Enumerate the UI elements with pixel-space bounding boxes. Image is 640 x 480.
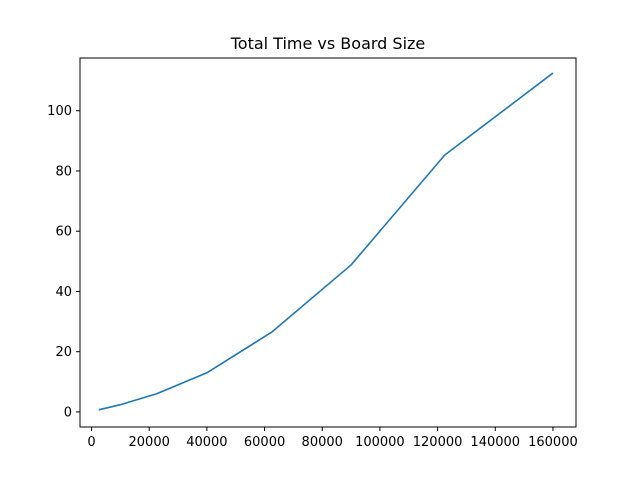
x-tick-label: 120000: [413, 435, 463, 450]
series-line: [98, 72, 554, 411]
y-tick-label: 60: [55, 225, 72, 240]
chart-title: Total Time vs Board Size: [230, 34, 426, 53]
y-axis: 0 20 40 60 80 100: [47, 104, 80, 420]
x-tick-label: 40000: [186, 435, 227, 450]
x-tick-label: 140000: [470, 435, 520, 450]
x-tick-label: 80000: [302, 435, 343, 450]
plot-area: [98, 72, 554, 411]
y-tick-label: 0: [64, 405, 72, 420]
x-tick-label: 60000: [244, 435, 285, 450]
x-tick-label: 160000: [528, 435, 578, 450]
y-tick-label: 100: [47, 104, 72, 119]
y-tick-label: 80: [55, 164, 72, 179]
y-tick-label: 40: [55, 285, 72, 300]
x-tick-label: 0: [87, 435, 95, 450]
axes-frame: [79, 57, 577, 428]
x-axis: 0 20000 40000 60000 80000 100000 120000 140000 1…: [87, 427, 578, 450]
x-tick-label: 20000: [129, 435, 170, 450]
y-tick-label: 20: [55, 345, 72, 360]
x-tick-label: 100000: [355, 435, 405, 450]
